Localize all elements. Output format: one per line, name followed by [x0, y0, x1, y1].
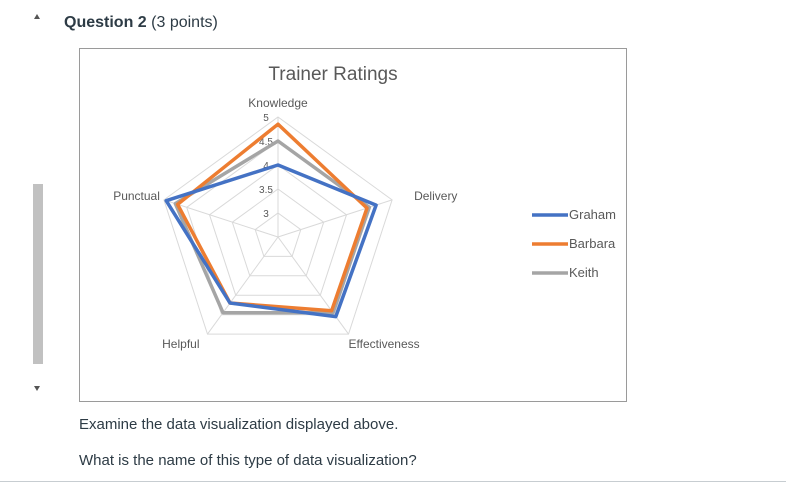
grid-ring — [163, 116, 393, 335]
tick-label: 4.5 — [259, 137, 273, 148]
axis-spoke — [207, 236, 279, 335]
chart-image: Trainer Ratings 3 3.5 4 4.5 5 Knowledge Deliver… — [79, 48, 627, 402]
prompt-text: Examine the data visualization displayed… — [79, 416, 399, 433]
axis-spoke — [277, 236, 349, 335]
tick-label: 4 — [263, 161, 269, 172]
grid-ring — [254, 212, 302, 257]
scroll-down-icon[interactable] — [34, 386, 40, 391]
question-points: (3 points) — [151, 14, 218, 31]
chart-title: Trainer Ratings — [268, 64, 397, 85]
legend-label-barbara: Barbara — [569, 236, 616, 251]
axis-label-knowledge: Knowledge — [248, 96, 308, 110]
legend-label-graham: Graham — [569, 207, 616, 222]
scrollbar-thumb[interactable] — [33, 184, 43, 364]
legend-label-keith: Keith — [569, 265, 599, 280]
question-title: Question 2 — [64, 14, 147, 31]
divider — [0, 481, 786, 482]
tick-label: 3.5 — [259, 185, 273, 196]
tick-label: 3 — [263, 209, 269, 220]
tick-label: 5 — [263, 113, 269, 124]
scroll-up-icon[interactable] — [34, 14, 40, 19]
axis-spoke — [277, 199, 393, 238]
axis-label-helpful: Helpful — [162, 337, 199, 351]
question-text: What is the name of this type of data vi… — [79, 452, 417, 469]
axis-spoke — [163, 199, 279, 238]
grid-ring — [231, 188, 325, 277]
axis-label-delivery: Delivery — [414, 189, 457, 203]
grid-ring — [208, 164, 348, 296]
scrollbar[interactable] — [28, 6, 48, 398]
axis-label-effectiveness: Effectiveness — [349, 337, 420, 351]
radar-chart: Trainer Ratings 3 3.5 4 4.5 5 Knowledge Deliver… — [113, 64, 616, 351]
question-header: Question 2 (3 points) — [64, 14, 218, 32]
series-line-graham — [164, 163, 378, 319]
axis-label-punctual: Punctual — [113, 189, 160, 203]
